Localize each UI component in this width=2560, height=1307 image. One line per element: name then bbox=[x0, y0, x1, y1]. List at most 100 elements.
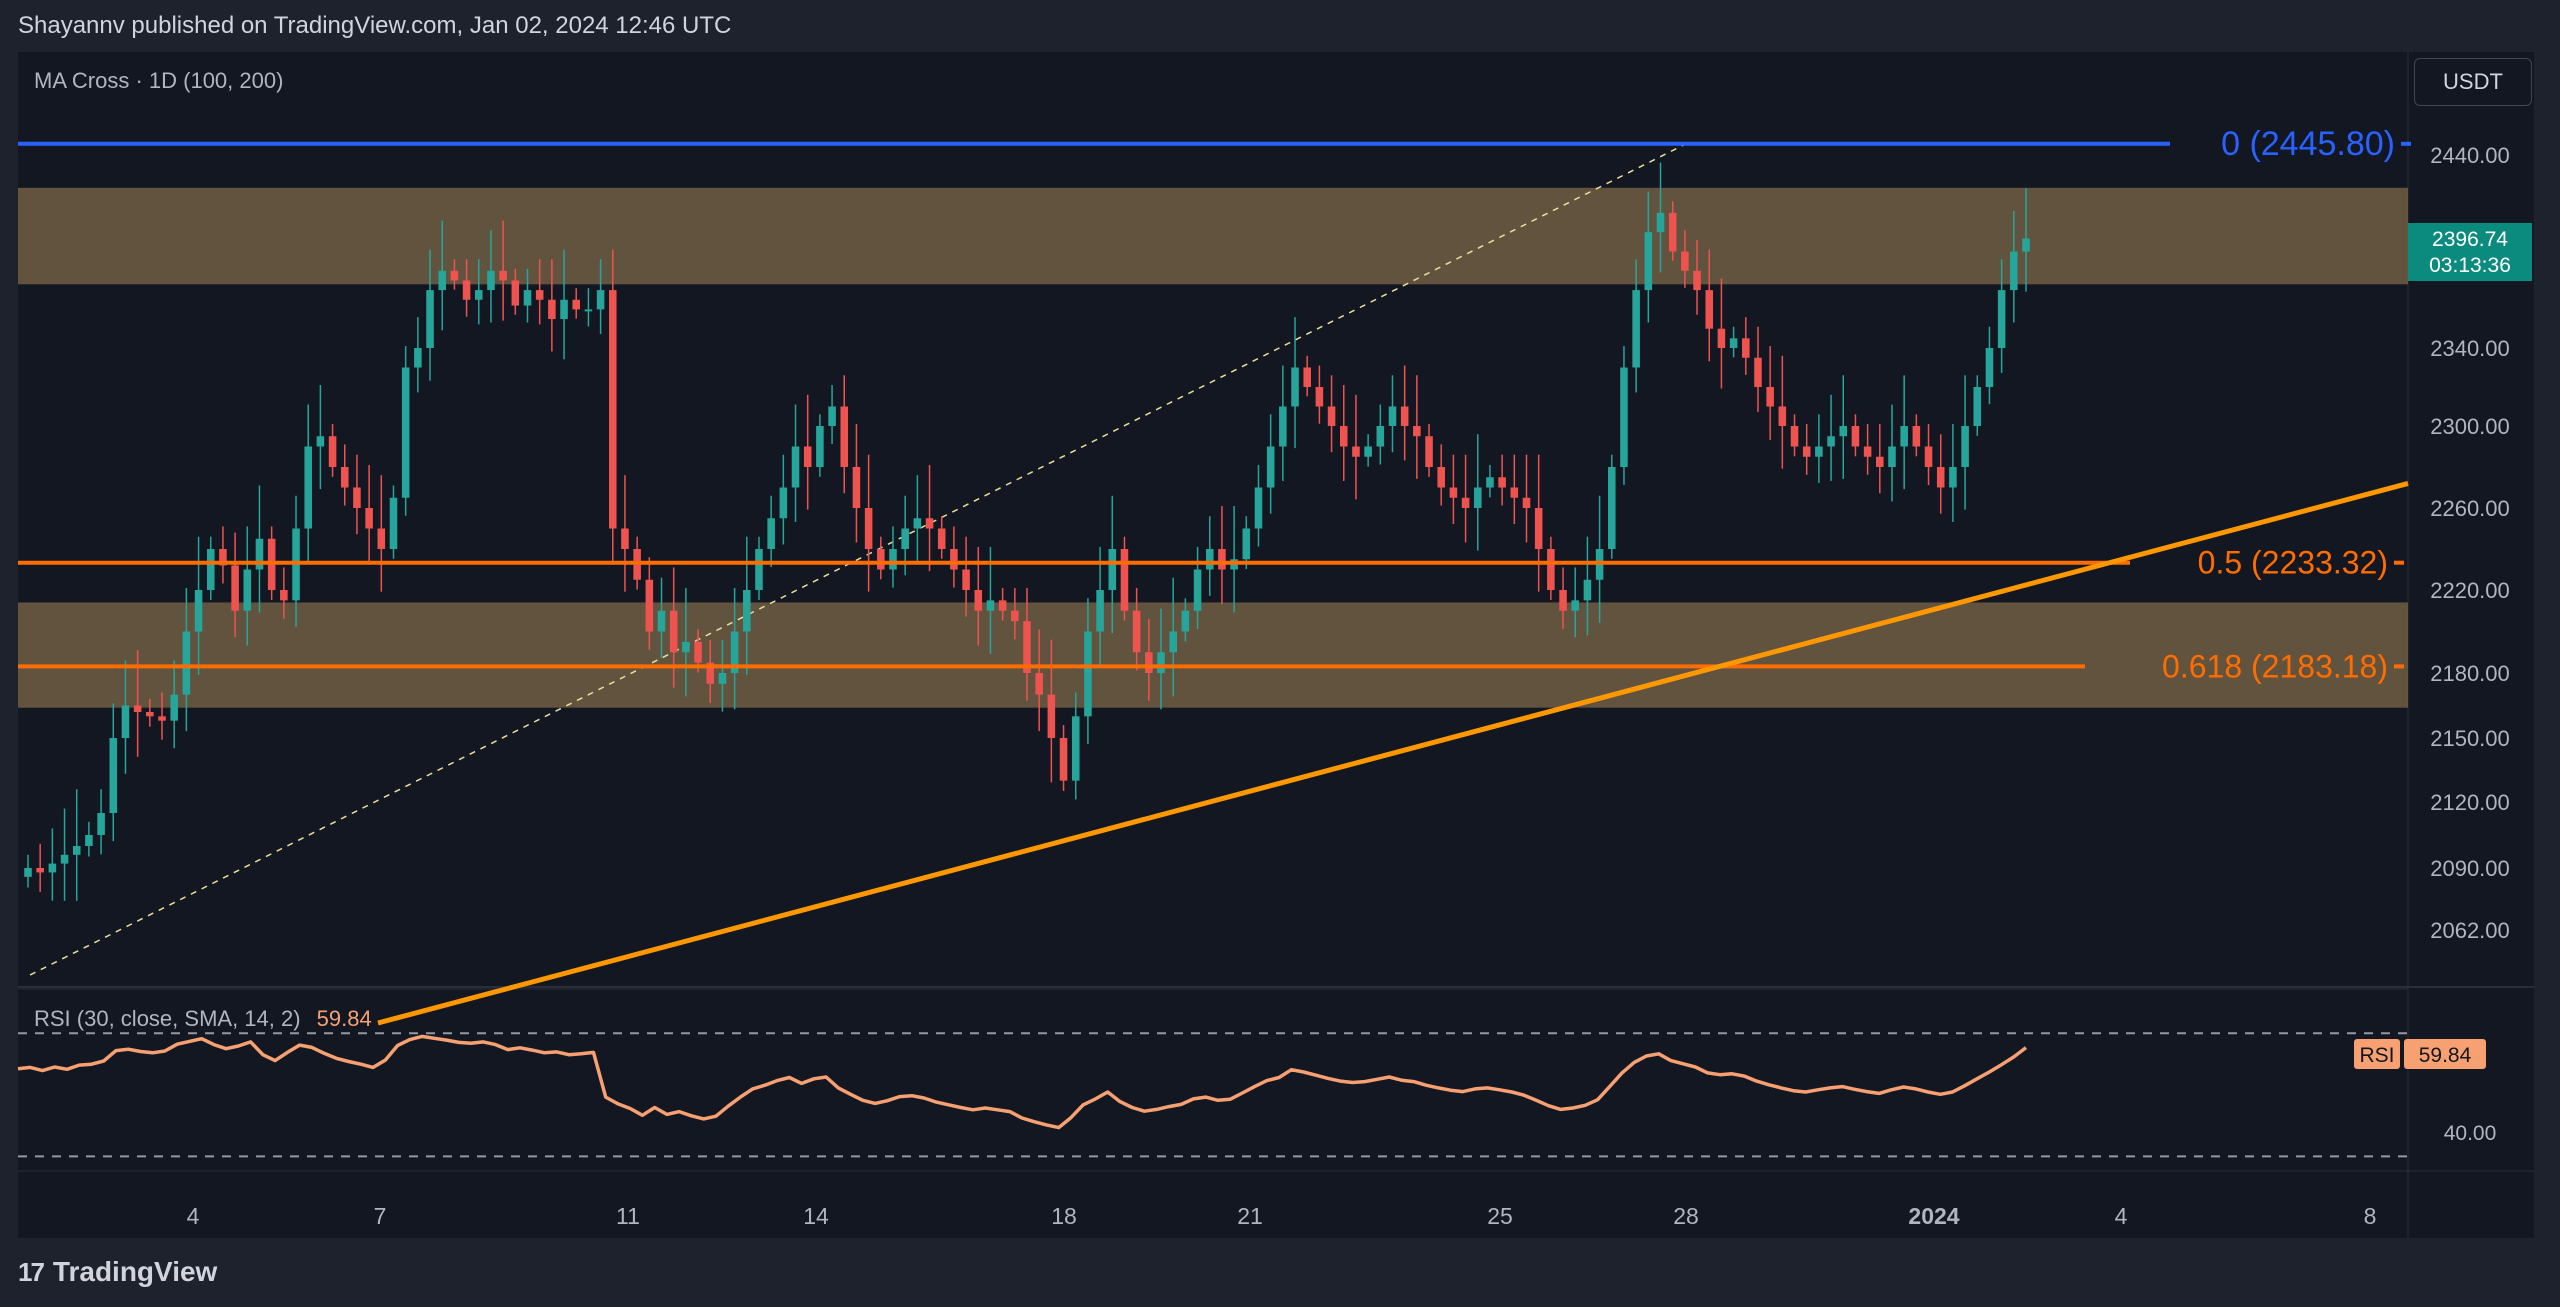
candle-countdown: 03:13:36 bbox=[2429, 254, 2511, 277]
candle-body bbox=[304, 446, 312, 529]
candle-body bbox=[1681, 251, 1689, 271]
candle-body bbox=[1181, 610, 1190, 632]
rsi-badge-value: 59.84 bbox=[2419, 1044, 2472, 1067]
candle-body bbox=[499, 270, 507, 281]
candle-body bbox=[36, 868, 44, 873]
candle-body bbox=[1522, 497, 1531, 508]
candle-body bbox=[1559, 590, 1567, 611]
candle-body bbox=[1608, 467, 1616, 549]
candle-body bbox=[2010, 251, 2018, 291]
candle-body bbox=[1425, 436, 1433, 467]
candle-body bbox=[1583, 579, 1592, 601]
price-tick-label-0: 2440.00 bbox=[2430, 143, 2510, 168]
candle-body bbox=[1766, 387, 1774, 407]
price-axis-background bbox=[2408, 52, 2534, 1170]
candle-body bbox=[1668, 212, 1677, 252]
candle-body bbox=[1949, 467, 1957, 488]
zone-0 bbox=[18, 187, 2408, 285]
candle-body bbox=[1888, 446, 1896, 467]
candle-body bbox=[1023, 621, 1031, 673]
candle-body bbox=[1900, 426, 1908, 447]
candle-body bbox=[182, 631, 191, 695]
candle-body bbox=[438, 270, 446, 291]
candle-body bbox=[1754, 357, 1762, 387]
candle-body bbox=[487, 270, 495, 291]
candle-body bbox=[1413, 426, 1421, 437]
candle-body bbox=[1790, 426, 1799, 447]
tradingview-logo-icon: 17 bbox=[18, 1256, 45, 1287]
candle-body bbox=[1315, 387, 1324, 407]
candle-body bbox=[194, 590, 203, 632]
candle-body bbox=[1473, 487, 1482, 508]
candle-body bbox=[170, 694, 178, 721]
candle-body bbox=[1120, 549, 1129, 611]
candle-body bbox=[97, 813, 105, 835]
candle-body bbox=[48, 863, 57, 873]
candle-body bbox=[1534, 508, 1543, 549]
candle-body bbox=[1364, 446, 1372, 457]
candle-body bbox=[791, 446, 800, 488]
price-tick-label-3: 2260.00 bbox=[2430, 496, 2510, 521]
candle-body bbox=[72, 846, 81, 855]
candle-body bbox=[1145, 652, 1153, 673]
candle-body bbox=[682, 641, 690, 653]
candle-body bbox=[60, 854, 69, 864]
candle-body bbox=[621, 528, 629, 549]
time-tick-label-9: 4 bbox=[2115, 1203, 2128, 1229]
candle-body bbox=[767, 518, 775, 549]
candle-body bbox=[950, 549, 958, 570]
last-price-badge: 2396.74 03:13:36 bbox=[2408, 223, 2532, 281]
price-tick-label-5: 2180.00 bbox=[2430, 661, 2510, 686]
candle-body bbox=[706, 662, 715, 684]
rsi-indicator-label: RSI (30, close, SMA, 14, 2) 59.84 bbox=[34, 1006, 372, 1031]
candle-body bbox=[219, 549, 227, 566]
candle-body bbox=[1742, 338, 1750, 358]
candle-body bbox=[1084, 631, 1092, 717]
candle-body bbox=[1693, 270, 1701, 291]
candle-body bbox=[840, 406, 849, 467]
candle-body bbox=[1205, 549, 1214, 570]
candle-body bbox=[962, 569, 970, 590]
rsi-badge-label: RSI bbox=[2359, 1044, 2394, 1067]
candle-body bbox=[414, 348, 422, 368]
candle-body bbox=[755, 549, 763, 590]
candle-body bbox=[803, 446, 812, 467]
time-axis: 4 7 11 14 18 21 25 28 2024 4 8 bbox=[187, 1203, 2377, 1229]
candle-body bbox=[718, 673, 727, 684]
footer-brand[interactable]: 17 TradingView bbox=[18, 1256, 217, 1288]
candle-body bbox=[1778, 406, 1787, 426]
candle-body bbox=[889, 549, 897, 570]
candle-body bbox=[1193, 569, 1202, 611]
candle-body bbox=[1827, 436, 1835, 447]
time-tick-label-4: 18 bbox=[1051, 1203, 1077, 1229]
candle-body bbox=[596, 290, 605, 310]
time-tick-label-1: 7 bbox=[374, 1203, 387, 1229]
fib-level-label-0: 0 (2445.80) bbox=[2221, 125, 2395, 163]
time-tick-label-7: 28 bbox=[1673, 1203, 1699, 1229]
candle-body bbox=[852, 467, 861, 508]
candle-body bbox=[1242, 528, 1251, 560]
currency-selector-button[interactable]: USDT bbox=[2414, 58, 2532, 106]
candle-body bbox=[474, 290, 483, 300]
trendline-segment bbox=[377, 480, 2409, 1026]
candle-body bbox=[1449, 487, 1458, 498]
candle-body bbox=[986, 600, 995, 611]
candle-body bbox=[1912, 426, 1921, 447]
candle-body bbox=[1802, 446, 1811, 457]
candle-body bbox=[1254, 487, 1263, 529]
candle-body bbox=[1839, 426, 1848, 437]
candle-body bbox=[450, 270, 459, 281]
candle-body bbox=[1717, 328, 1726, 348]
candle-body bbox=[864, 508, 873, 549]
candle-body bbox=[657, 610, 666, 632]
ascending-trendline[interactable] bbox=[377, 480, 2409, 1026]
candle-body bbox=[1169, 631, 1177, 653]
candle-body bbox=[974, 590, 983, 611]
candle-body bbox=[1486, 477, 1494, 488]
candle-body bbox=[1011, 610, 1019, 622]
candle-body bbox=[779, 487, 788, 519]
candle-body bbox=[1644, 232, 1653, 291]
candle-body bbox=[1876, 456, 1884, 467]
time-tick-label-10: 8 bbox=[2364, 1203, 2377, 1229]
